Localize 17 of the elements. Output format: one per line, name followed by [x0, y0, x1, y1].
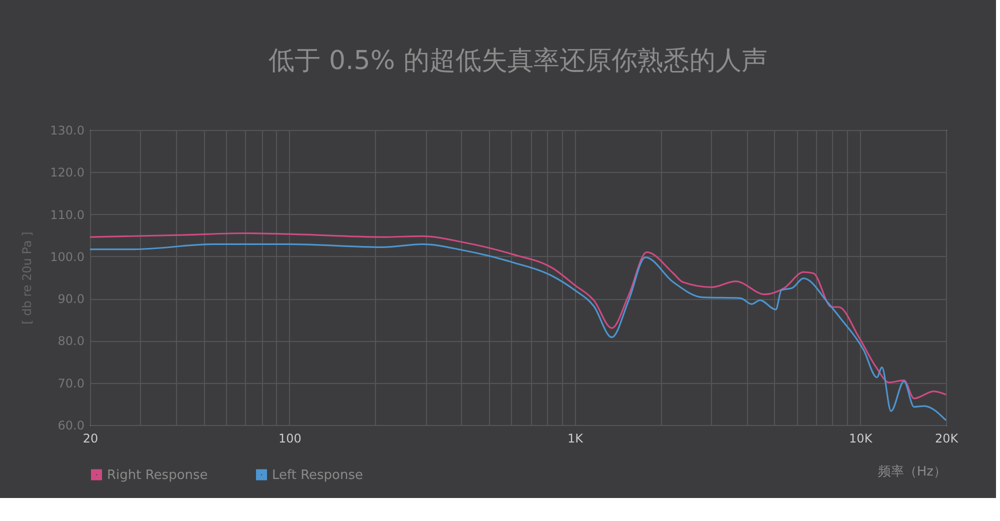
chart-title: 低于 0.5% 的超低失真率还原你熟悉的人声 — [268, 46, 768, 76]
y-tick-label: 60.0 — [58, 418, 84, 432]
y-tick-label: 70.0 — [58, 376, 84, 390]
y-tick-label: 130.0 — [50, 124, 84, 138]
x-axis-title: 频率（Hz） — [878, 464, 946, 480]
y-tick-label: 100.0 — [50, 250, 84, 264]
x-tick-label: 1K — [568, 432, 584, 446]
legend-label: Right Response — [107, 468, 208, 483]
y-tick-label: 80.0 — [58, 334, 84, 348]
y-tick-label: 90.0 — [58, 292, 84, 306]
y-tick-label: 110.0 — [50, 208, 84, 222]
x-tick-label: 100 — [278, 432, 302, 446]
y-tick-label: 120.0 — [50, 166, 84, 180]
x-tick-label: 20K — [934, 432, 960, 446]
x-tick-label: 20 — [82, 432, 98, 446]
x-tick-label: 10K — [849, 432, 874, 446]
legend-label: Left Response — [272, 468, 364, 483]
